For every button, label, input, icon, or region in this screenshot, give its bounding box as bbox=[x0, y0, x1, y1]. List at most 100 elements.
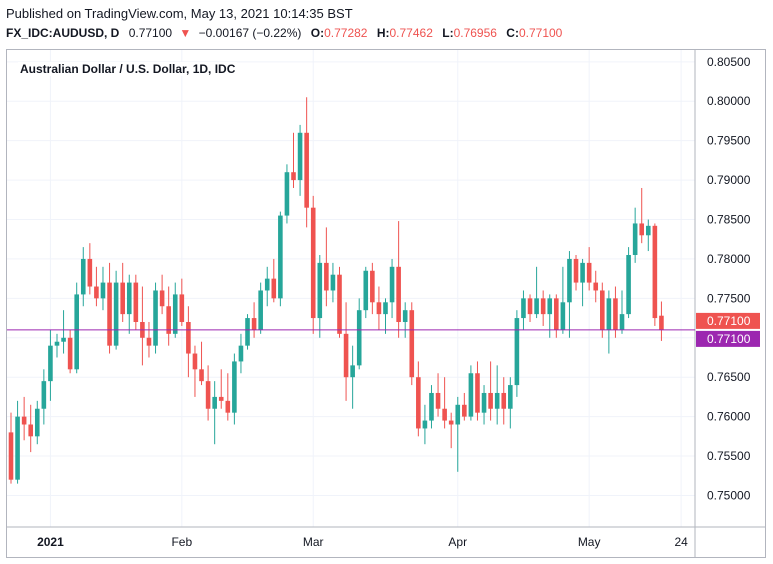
price-label-text: 0.77100 bbox=[707, 314, 751, 328]
candle bbox=[238, 333, 244, 374]
candle-body bbox=[41, 381, 47, 409]
candle-body bbox=[317, 262, 323, 319]
candle-body bbox=[606, 298, 612, 330]
candle-body bbox=[573, 258, 579, 283]
candle bbox=[126, 274, 132, 334]
candle bbox=[251, 302, 257, 338]
candle bbox=[429, 385, 434, 429]
candle-body bbox=[172, 294, 178, 334]
candle bbox=[626, 247, 631, 319]
candle-body bbox=[192, 353, 198, 370]
price-label-text: 0.77100 bbox=[707, 332, 751, 346]
candle bbox=[218, 369, 224, 409]
y-tick-label: 0.80500 bbox=[707, 55, 751, 69]
close-label: C: bbox=[506, 26, 519, 40]
high-label: H: bbox=[376, 26, 390, 40]
candle bbox=[153, 282, 158, 354]
candle-body bbox=[87, 258, 93, 287]
candle bbox=[291, 132, 296, 188]
candle-body bbox=[238, 345, 244, 362]
x-tick-label: Apr bbox=[448, 535, 467, 549]
candle-body bbox=[28, 424, 34, 437]
candle bbox=[554, 294, 559, 338]
candle-body bbox=[514, 318, 520, 386]
candle bbox=[48, 329, 53, 401]
candle bbox=[317, 254, 323, 338]
candle bbox=[455, 396, 461, 472]
candle bbox=[645, 219, 651, 252]
candle bbox=[363, 266, 369, 319]
candle-body bbox=[534, 298, 539, 315]
candle bbox=[560, 266, 566, 334]
candle bbox=[310, 195, 316, 334]
candle-body bbox=[297, 132, 303, 181]
candle-body bbox=[278, 215, 283, 299]
price-label-bg bbox=[696, 330, 760, 347]
candle bbox=[567, 251, 572, 338]
candle bbox=[343, 302, 349, 401]
candle-body bbox=[54, 341, 60, 346]
y-tick-label: 0.78500 bbox=[707, 213, 751, 227]
candle bbox=[350, 345, 355, 409]
candle bbox=[462, 392, 467, 421]
candle bbox=[74, 282, 79, 374]
candle-body bbox=[159, 290, 165, 307]
x-tick-label: Feb bbox=[171, 535, 192, 549]
candle-body bbox=[567, 258, 572, 303]
close-value: 0.77100 bbox=[518, 26, 563, 40]
candle-body bbox=[586, 262, 592, 283]
candle bbox=[488, 361, 493, 421]
candle-body bbox=[409, 310, 415, 378]
candle bbox=[54, 333, 60, 358]
candle bbox=[494, 365, 500, 425]
candle-body bbox=[34, 408, 40, 437]
candle-body bbox=[481, 392, 487, 413]
candle bbox=[619, 290, 625, 334]
y-tick-label: 0.76000 bbox=[707, 410, 751, 424]
candle-body bbox=[21, 416, 27, 425]
candle-body bbox=[343, 333, 349, 378]
candle bbox=[580, 258, 585, 307]
candle-body bbox=[15, 416, 20, 480]
candle bbox=[113, 270, 119, 350]
candle-body bbox=[639, 223, 645, 236]
candle-body bbox=[540, 298, 546, 315]
axis-layer: 0.750000.755000.760000.765000.770000.775… bbox=[7, 50, 765, 557]
candle bbox=[659, 301, 664, 341]
candle bbox=[652, 223, 658, 326]
candle bbox=[475, 361, 480, 421]
low-label: L: bbox=[442, 26, 454, 40]
candle-body bbox=[488, 392, 493, 409]
candle bbox=[606, 290, 612, 354]
y-tick-label: 0.76500 bbox=[707, 370, 751, 384]
candle-body bbox=[468, 373, 474, 417]
candle-body bbox=[48, 345, 53, 382]
candle bbox=[422, 404, 428, 445]
candle bbox=[80, 247, 86, 307]
candle-body bbox=[632, 223, 638, 255]
candle bbox=[547, 294, 553, 338]
candle bbox=[166, 286, 171, 346]
candle-body bbox=[383, 302, 388, 315]
candle bbox=[297, 124, 303, 196]
candle-body bbox=[619, 314, 625, 330]
candle-body bbox=[613, 298, 618, 330]
candle bbox=[409, 302, 415, 386]
candle bbox=[586, 247, 592, 291]
candle bbox=[87, 243, 93, 295]
candle bbox=[271, 258, 277, 303]
high-value: 0.77462 bbox=[389, 26, 433, 40]
candle-body bbox=[402, 310, 408, 323]
candle bbox=[442, 377, 447, 429]
candle bbox=[245, 314, 250, 350]
candle bbox=[468, 365, 474, 421]
triangle-down-icon: ▼ bbox=[179, 26, 192, 40]
candle-body bbox=[153, 290, 158, 346]
candle bbox=[356, 298, 362, 370]
candle bbox=[192, 345, 198, 397]
quote-bar: FX_IDC:AUDUSD, D 0.77100 ▼ −0.00167 (−0.… bbox=[6, 26, 562, 40]
candle bbox=[8, 412, 14, 484]
candle-body bbox=[337, 274, 342, 334]
candle-body bbox=[659, 315, 664, 330]
